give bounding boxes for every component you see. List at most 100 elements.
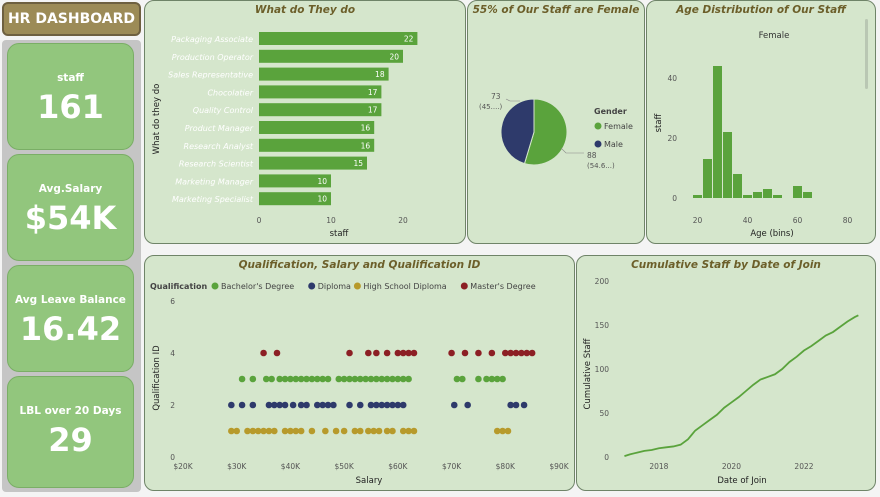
scrollbar — [865, 19, 868, 89]
scatter-point — [287, 375, 294, 383]
category-label: Marketing Specialist — [172, 195, 254, 204]
data-label: 10 — [317, 177, 327, 186]
scatter-point — [373, 349, 380, 357]
scatter-point — [356, 401, 364, 409]
scatter-point — [370, 427, 377, 435]
scatter-point — [340, 375, 348, 383]
y-tick-label: 50 — [599, 409, 609, 418]
data-label: 16 — [361, 141, 371, 150]
legend-marker — [594, 122, 602, 130]
data-label: 18 — [375, 70, 385, 79]
scatter-point — [260, 427, 267, 435]
x-tick-label: 10 — [326, 216, 336, 225]
kpi-label: Avg.Salary — [38, 183, 103, 195]
scatter-point — [346, 401, 353, 409]
leader-line — [505, 98, 520, 102]
scatter-point — [383, 427, 391, 435]
scatter-point — [399, 375, 407, 383]
scatter-point — [394, 401, 402, 409]
scatter-point — [319, 375, 326, 383]
x-tick-label: $30K — [227, 462, 247, 471]
x-tick-label: 60 — [793, 216, 803, 225]
bar — [259, 103, 382, 117]
histogram-bar — [743, 195, 752, 198]
x-tick-label: 20 — [693, 216, 703, 225]
scatter-point — [410, 427, 418, 435]
scatter-point — [303, 375, 310, 383]
scatter-point — [292, 375, 300, 383]
scatter-point — [461, 349, 469, 357]
histogram-bar — [703, 159, 712, 198]
y-tick-label: 6 — [170, 297, 175, 306]
scatter-point — [394, 349, 402, 357]
category-label: Research Analyst — [184, 142, 254, 151]
legend-marker — [211, 282, 219, 290]
chart-title: Age Distribution of Our Staff — [676, 4, 846, 16]
scatter-point — [346, 349, 353, 357]
histogram-bar — [693, 195, 702, 198]
series-line — [624, 314, 859, 457]
legend-title: Qualification — [150, 282, 208, 291]
x-axis-label: Date of Join — [717, 476, 766, 486]
x-axis-label: Salary — [356, 476, 383, 486]
scatter-point — [322, 427, 329, 435]
y-tick-label: 100 — [595, 365, 610, 374]
pie-chart: 88 (54.6...) 73 (45....) Gender Female Male — [479, 92, 633, 170]
histogram-bar — [773, 195, 782, 198]
scatter-point — [268, 375, 275, 383]
scatter-point — [394, 375, 402, 383]
kpi-card-avg-leave-balance[interactable]: Avg Leave Balance 16.42 — [7, 265, 134, 372]
panel-qualification-salary[interactable]: Qualification, Salary and Qualification … — [144, 255, 575, 491]
histogram-bar — [753, 192, 762, 198]
slice-percent-label: (54.6...) — [587, 162, 615, 170]
slice-percent-label: (45....) — [479, 103, 503, 111]
histogram-bar — [763, 189, 772, 198]
legend-label: Diploma — [318, 282, 351, 291]
panel-age-distribution[interactable]: Age Distribution of Our Staff Female 0 20 4… — [646, 0, 876, 244]
bar — [259, 49, 403, 63]
scatter-point — [228, 427, 235, 435]
scatter-point — [367, 375, 375, 383]
bar — [259, 85, 382, 99]
scatter-point — [265, 401, 273, 409]
dashboard-title-text: HR DASHBOARD — [7, 11, 136, 27]
scatter-point — [340, 427, 348, 435]
scatter-point — [281, 375, 289, 383]
scatter-point — [365, 427, 372, 435]
scatter-point — [512, 401, 520, 409]
pie-slice — [523, 98, 568, 166]
bar — [259, 174, 331, 188]
chart-title: Cumulative Staff by Date of Join — [631, 259, 821, 271]
legend-marker — [594, 140, 602, 148]
chart-title: What do They do — [254, 4, 356, 16]
scatter-point — [459, 375, 466, 383]
kpi-card-lbl-over-20-days[interactable]: LBL over 20 Days 29 — [7, 376, 134, 488]
panel-gender[interactable]: 55% of Our Staff are Female 88 (54.6...) 7… — [467, 0, 645, 244]
scatter-point — [450, 401, 458, 409]
scatter-point — [292, 427, 300, 435]
chart-title: Qualification, Salary and Qualification … — [238, 259, 481, 271]
scatter-point — [332, 427, 340, 435]
scatter-point — [375, 427, 383, 435]
x-tick-label: 2018 — [649, 462, 668, 471]
scatter-point — [281, 427, 289, 435]
scatter-point — [330, 401, 337, 409]
scatter-point — [365, 349, 372, 357]
scatter-point — [356, 375, 364, 383]
panel-what-do-they-do[interactable]: What do They do Packaging Associate 22 Pro… — [144, 0, 466, 244]
kpi-label: Avg Leave Balance — [15, 294, 126, 306]
scatter-point — [378, 375, 386, 383]
scatter-point — [249, 401, 257, 409]
slice-value-label: 88 — [587, 151, 597, 160]
legend-marker — [353, 282, 361, 290]
kpi-card-staff[interactable]: staff 161 — [7, 43, 134, 150]
category-label: Sales Representative — [168, 71, 253, 80]
kpi-card-avg-salary[interactable]: Avg.Salary $54K — [7, 154, 134, 261]
x-tick-label: $90K — [549, 462, 569, 471]
scatter-point — [499, 427, 506, 435]
scatter-point — [249, 427, 257, 435]
scatter-point — [289, 401, 297, 409]
scatter-point — [287, 427, 294, 435]
panel-cumulative-staff[interactable]: Cumulative Staff by Date of Join 0 50 100 1… — [576, 255, 876, 491]
kpi-value: 161 — [37, 88, 104, 126]
